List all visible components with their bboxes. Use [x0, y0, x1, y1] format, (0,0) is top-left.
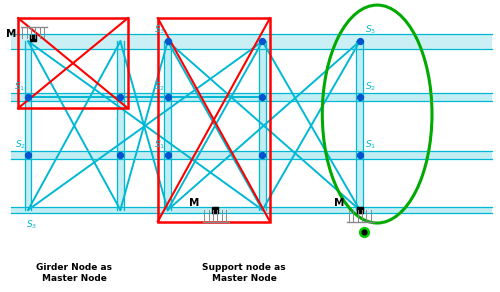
Text: $S_2$: $S_2$ — [14, 138, 26, 151]
Point — [258, 152, 266, 157]
Point — [116, 152, 124, 157]
Point — [24, 152, 32, 157]
Bar — [10, 34, 492, 49]
Point — [24, 94, 32, 99]
Point — [258, 39, 266, 44]
Text: $S_2$: $S_2$ — [154, 80, 165, 93]
Point — [356, 152, 364, 157]
Point — [164, 152, 172, 157]
Point — [258, 94, 266, 99]
Text: $S_3$: $S_3$ — [154, 24, 165, 36]
Bar — [259, 41, 266, 210]
Text: $S_3$: $S_3$ — [26, 218, 37, 231]
Text: Girder Node as
Master Node: Girder Node as Master Node — [36, 263, 113, 283]
Point — [356, 39, 364, 44]
Point — [356, 208, 364, 212]
Bar — [10, 93, 492, 101]
Point — [360, 230, 368, 234]
Text: Support node as
Master Node: Support node as Master Node — [202, 263, 286, 283]
Point — [211, 208, 219, 212]
Bar — [10, 207, 492, 213]
Bar — [158, 18, 270, 222]
Text: M: M — [189, 199, 200, 208]
Bar — [10, 151, 492, 159]
Text: $S_1$: $S_1$ — [14, 80, 26, 93]
Point — [360, 230, 368, 234]
Text: $S_3$: $S_3$ — [364, 24, 376, 36]
Point — [164, 39, 172, 44]
Point — [356, 94, 364, 99]
Bar — [164, 41, 171, 210]
Bar — [25, 41, 32, 210]
Point — [29, 36, 37, 41]
Point — [116, 94, 124, 99]
Text: $S_2$: $S_2$ — [364, 80, 376, 93]
Bar — [117, 41, 123, 210]
Bar — [18, 18, 128, 108]
Point — [164, 94, 172, 99]
Text: $S_1$: $S_1$ — [364, 138, 376, 151]
Text: M: M — [334, 199, 344, 208]
Text: $S_1$: $S_1$ — [154, 138, 165, 151]
Text: M: M — [6, 29, 16, 39]
Bar — [356, 41, 363, 210]
